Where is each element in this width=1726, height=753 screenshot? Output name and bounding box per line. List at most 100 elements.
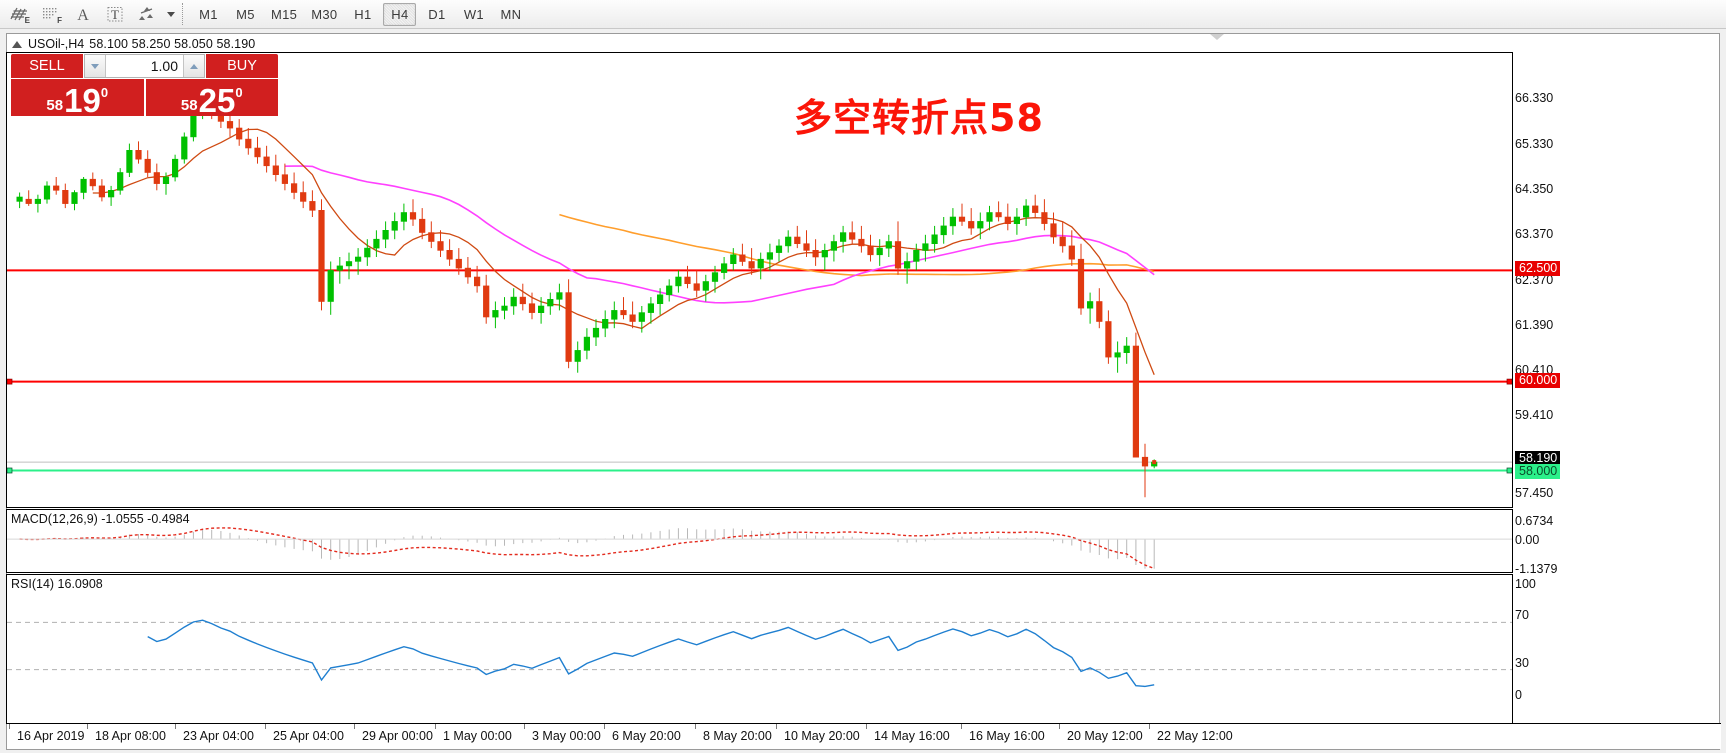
rsi-label: RSI(14) 16.0908	[11, 577, 103, 591]
time-axis-tick: 25 Apr 04:00	[273, 729, 344, 743]
macd-axis: 0.6734 0.00 -1.1379	[1515, 509, 1715, 576]
timeframe-mn[interactable]: MN	[500, 6, 522, 22]
time-axis-tick: 18 Apr 08:00	[95, 729, 166, 743]
price-level-label-58000[interactable]: 58.000	[1515, 464, 1561, 479]
price-tick: 65.330	[1515, 137, 1554, 151]
price-tick: 63.370	[1515, 227, 1554, 241]
time-axis-tick: 6 May 20:00	[612, 729, 681, 743]
time-axis[interactable]: 16 Apr 2019 18 Apr 08:00 23 Apr 04:00 25 Ap…	[7, 723, 1721, 749]
candlestick-canvas	[7, 94, 1512, 498]
rsi-tick: 100	[1515, 577, 1536, 591]
price-level-label-60000[interactable]: 60.000	[1515, 373, 1561, 388]
time-axis-separator	[524, 724, 525, 729]
current-price-label[interactable]: 58.190	[1515, 451, 1561, 466]
collapse-triangle-icon[interactable]	[12, 40, 22, 48]
time-axis-tick: 29 Apr 00:00	[362, 729, 433, 743]
chart-scroll-marker-icon[interactable]	[1210, 34, 1224, 40]
rsi-pane[interactable]: RSI(14) 16.0908	[6, 574, 1513, 724]
time-axis-tick: 10 May 20:00	[784, 729, 860, 743]
price-level-label-62500[interactable]: 62.500	[1515, 261, 1561, 276]
symbol-label: USOil-,H4	[28, 37, 85, 51]
timeframe-d1[interactable]: D1	[428, 6, 446, 22]
chart-symbol-header: USOil-,H4 58.100 58.250 58.050 58.190	[12, 36, 255, 52]
toolbar-separator	[182, 3, 183, 25]
timeframe-m30[interactable]: M30	[311, 6, 338, 22]
time-axis-separator	[1149, 724, 1150, 729]
macd-tick: -1.1379	[1515, 562, 1558, 576]
text-tool-icon[interactable]: A	[68, 2, 98, 27]
time-axis-separator	[435, 724, 436, 729]
volume-input[interactable]: 1.00	[106, 55, 183, 77]
chevron-up-icon	[190, 63, 198, 69]
timeframe-m5[interactable]: M5	[236, 6, 255, 22]
macd-tick: 0.00	[1515, 533, 1540, 547]
buy-price-main: 25	[198, 81, 236, 119]
macd-tick: 0.6734	[1515, 514, 1554, 528]
sell-price-prefix: 58	[46, 97, 64, 114]
octp-controls-row: SELL 1.00 BUY	[11, 54, 278, 78]
time-axis-tick: 22 May 12:00	[1157, 729, 1233, 743]
chart-window: USOil-,H4 58.100 58.250 58.050 58.190 SE…	[6, 33, 1721, 750]
buy-button[interactable]: BUY	[206, 54, 278, 78]
time-axis-tick: 3 May 00:00	[532, 729, 601, 743]
sell-price-main: 19	[64, 81, 101, 119]
time-axis-tick: 8 May 20:00	[703, 729, 772, 743]
time-axis-separator	[866, 724, 867, 729]
octp-price-row: 58 19 0 58 25 0	[11, 79, 278, 119]
time-axis-tick: 16 May 16:00	[969, 729, 1045, 743]
rsi-tick: 70	[1515, 608, 1529, 622]
rsi-tick: 0	[1515, 688, 1522, 702]
one-click-trading-panel: SELL 1.00 BUY 58 19 0	[11, 54, 278, 119]
objects-dropdown-caret-icon[interactable]	[164, 2, 177, 27]
time-axis-separator	[1059, 724, 1060, 729]
time-axis-tick: 23 Apr 04:00	[183, 729, 254, 743]
chevron-down-icon	[166, 11, 175, 17]
volume-stepper[interactable]: 1.00	[84, 54, 205, 78]
price-pane[interactable]	[6, 52, 1513, 508]
macd-canvas	[7, 527, 1512, 570]
time-axis-separator	[9, 724, 10, 729]
timeframe-m1[interactable]: M1	[199, 6, 218, 22]
timeframe-w1[interactable]: W1	[463, 6, 484, 22]
price-tick: 62.370	[1515, 273, 1554, 287]
price-tick: 59.410	[1515, 408, 1554, 422]
buy-price-button[interactable]: 58 25 0	[145, 79, 278, 119]
svg-text:A: A	[77, 7, 89, 23]
time-axis-tick: 16 Apr 2019	[17, 729, 85, 743]
time-axis-separator	[354, 724, 355, 729]
time-axis-separator	[961, 724, 962, 729]
sell-price-button[interactable]: 58 19 0	[11, 79, 144, 119]
rsi-axis: 100 70 30 0	[1515, 574, 1715, 724]
chart-template-e-icon[interactable]: E	[4, 2, 34, 27]
chart-text-annotation[interactable]: 多空转折点58	[794, 96, 1044, 140]
price-axis[interactable]: 66.330 65.330 64.350 63.370 62.370 61.39…	[1515, 52, 1715, 508]
text-label-tool-icon[interactable]: T	[100, 2, 130, 27]
price-tick: 61.390	[1515, 318, 1554, 332]
sell-button[interactable]: SELL	[11, 54, 83, 78]
chevron-down-icon	[91, 63, 99, 69]
time-axis-separator	[776, 724, 777, 729]
ohlc-quotes: 58.100 58.250 58.050 58.190	[89, 37, 256, 51]
objects-tool-icon[interactable]	[132, 2, 162, 27]
time-axis-tick: 1 May 00:00	[443, 729, 512, 743]
time-axis-separator	[87, 724, 88, 729]
time-axis-separator	[175, 724, 176, 729]
time-axis-separator	[604, 724, 605, 729]
volume-increase-button[interactable]	[183, 55, 204, 77]
timeframe-h1[interactable]: H1	[354, 6, 372, 22]
timeframe-m15[interactable]: M15	[271, 6, 298, 22]
price-tick: 57.450	[1515, 486, 1554, 500]
time-axis-separator	[695, 724, 696, 729]
rsi-tick: 30	[1515, 656, 1529, 670]
volume-decrease-button[interactable]	[85, 55, 106, 77]
price-tick: 64.350	[1515, 182, 1554, 196]
time-axis-separator	[265, 724, 266, 729]
svg-text:T: T	[111, 7, 119, 22]
sell-price-fraction: 0	[100, 85, 109, 100]
macd-label: MACD(12,26,9) -1.0555 -0.4984	[11, 512, 190, 526]
macd-pane[interactable]: MACD(12,26,9) -1.0555 -0.4984	[6, 509, 1513, 573]
grid-template-f-icon[interactable]: F	[36, 2, 66, 27]
rsi-canvas	[7, 619, 1512, 688]
buy-price-prefix: 58	[180, 97, 198, 114]
timeframe-h4[interactable]: H4	[383, 2, 417, 26]
